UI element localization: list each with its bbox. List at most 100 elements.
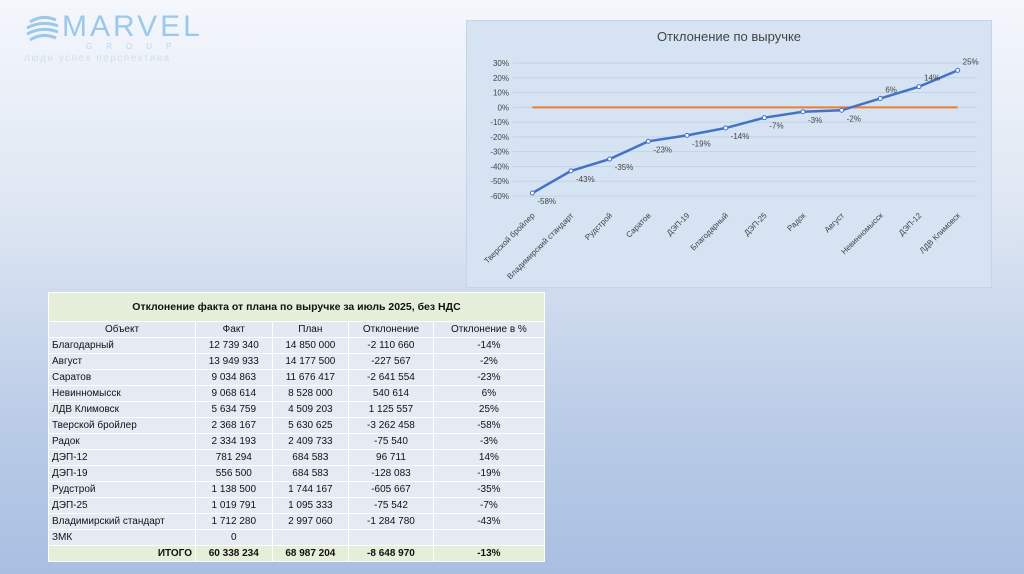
data-label: -19% <box>692 139 711 148</box>
deviation-chart: Отклонение по выручке 30% 20% 10% 0% -10% -20… <box>466 20 992 288</box>
table-cell: 1 095 333 <box>271 497 350 514</box>
y-tick-label: -30% <box>490 148 509 157</box>
table-row: Рудстрой 1 138 500 1 744 167 -605 667 -35% <box>48 481 546 498</box>
table-cell: 540 614 <box>348 385 434 402</box>
logo-group: GROUP <box>86 42 186 51</box>
table-title: Отклонение факта от плана по выручке за … <box>48 292 545 322</box>
deviation-series-line <box>531 69 959 195</box>
total-cell: 60 338 234 <box>195 545 273 562</box>
data-label: -35% <box>615 163 634 172</box>
table-cell: Владимирский стандарт <box>48 513 196 530</box>
data-point <box>607 156 613 162</box>
table-cell: -75 542 <box>348 497 434 514</box>
table-cell: 4 509 203 <box>271 401 350 418</box>
table-cell: ДЭП-25 <box>48 497 196 514</box>
logo-word: MARVEL <box>62 10 203 43</box>
table-cell: 9 068 614 <box>195 385 273 402</box>
table-cell: -2% <box>432 353 546 370</box>
total-cell: 68 987 204 <box>271 545 350 562</box>
table-cell: ЗМК <box>48 529 196 546</box>
x-tick-label: Невинномысск <box>840 211 886 257</box>
x-tick-label: Саратов <box>624 211 653 240</box>
table-cell: -3 262 458 <box>348 417 434 434</box>
data-point <box>839 107 845 113</box>
table-cell: 2 409 733 <box>271 433 350 450</box>
x-tick-label: ЛДВ Климовск <box>918 211 963 256</box>
table-cell: 8 528 000 <box>271 385 350 402</box>
table-cell: -128 083 <box>348 465 434 482</box>
marvel-logo: MARVEL GROUP люди успех перспектива <box>24 12 200 68</box>
table-cell: Благодарный <box>48 337 196 354</box>
revenue-deviation-table: Отклонение факта от плана по выручке за … <box>48 292 546 562</box>
data-label: 25% <box>963 57 979 66</box>
data-point <box>568 168 574 174</box>
table-row: Радок 2 334 193 2 409 733 -75 540 -3% <box>48 433 546 450</box>
globe-icon <box>26 15 59 42</box>
data-point <box>877 95 883 101</box>
table-cell: 684 583 <box>271 465 350 482</box>
data-point <box>800 109 806 115</box>
y-tick-label: -10% <box>490 118 509 127</box>
x-tick-label: ДЭП-19 <box>665 211 692 238</box>
data-label: -2% <box>847 114 861 123</box>
data-label: -23% <box>653 145 672 154</box>
column-header: Отклонение в % <box>432 321 546 338</box>
table-row: Невинномысск 9 068 614 8 528 000 540 614 6% <box>48 385 546 402</box>
total-cell: -13% <box>432 545 546 562</box>
table-cell: 1 125 557 <box>348 401 434 418</box>
column-header: Факт <box>195 321 273 338</box>
table-cell: Саратов <box>48 369 196 386</box>
table-cell: 5 630 625 <box>271 417 350 434</box>
x-tick-label: Август <box>823 211 847 235</box>
y-tick-label: 20% <box>493 74 509 83</box>
data-point <box>529 190 535 196</box>
table-cell: 2 334 193 <box>195 433 273 450</box>
data-label: -14% <box>731 132 750 141</box>
table-cell: 556 500 <box>195 465 273 482</box>
data-point <box>723 125 729 131</box>
data-point <box>684 132 690 138</box>
table-cell: 0 <box>195 529 273 546</box>
data-label: -43% <box>576 175 595 184</box>
table-cell: 1 019 791 <box>195 497 273 514</box>
table-row: Владимирский стандарт 1 712 280 2 997 060-… <box>48 513 546 530</box>
table-cell: -1 284 780 <box>348 513 434 530</box>
total-cell: -8 648 970 <box>348 545 434 562</box>
data-point <box>761 115 767 121</box>
y-tick-label: -20% <box>490 133 509 142</box>
table-cell: 684 583 <box>271 449 350 466</box>
data-point <box>645 138 651 144</box>
table-cell: 2 368 167 <box>195 417 273 434</box>
table-row: ДЭП-19 556 500 684 583 -128 083 -19% <box>48 465 546 482</box>
table-cell: 12 739 340 <box>195 337 273 354</box>
y-tick-label: 0% <box>497 103 509 112</box>
table-cell: -35% <box>432 481 546 498</box>
y-tick-label: 10% <box>493 89 509 98</box>
table-cell: Август <box>48 353 196 370</box>
table-cell: 1 138 500 <box>195 481 273 498</box>
x-tick-label: Владимирский стандарт <box>505 211 575 281</box>
table-cell: 6% <box>432 385 546 402</box>
table-cell <box>432 529 546 546</box>
table-cell: 14 177 500 <box>271 353 350 370</box>
table-cell: -75 540 <box>348 433 434 450</box>
table-row: Тверской бройлер 2 368 167 5 630 625 -3 262… <box>48 417 546 434</box>
data-label: 14% <box>924 74 940 83</box>
column-header: План <box>271 321 350 338</box>
table-row: ДЭП-12 781 294 684 583 96 711 14% <box>48 449 546 466</box>
table-cell: 96 711 <box>348 449 434 466</box>
table-cell: Невинномысск <box>48 385 196 402</box>
data-label: -58% <box>537 197 556 206</box>
x-tick-label: Рудстрой <box>583 211 614 242</box>
table-cell: ДЭП-12 <box>48 449 196 466</box>
table-cell: -2 110 660 <box>348 337 434 354</box>
table-cell: -3% <box>432 433 546 450</box>
table-cell <box>348 529 434 546</box>
table-cell: -19% <box>432 465 546 482</box>
table-row: Август 13 949 933 14 177 500 -227 567 -2% <box>48 353 546 370</box>
table-cell: 2 997 060 <box>271 513 350 530</box>
table-cell: 5 634 759 <box>195 401 273 418</box>
table-cell: 781 294 <box>195 449 273 466</box>
table-total-row: ИТОГО 60 338 234 68 987 204 -8 648 970 -13% <box>48 545 546 562</box>
y-tick-label: -40% <box>490 162 509 171</box>
